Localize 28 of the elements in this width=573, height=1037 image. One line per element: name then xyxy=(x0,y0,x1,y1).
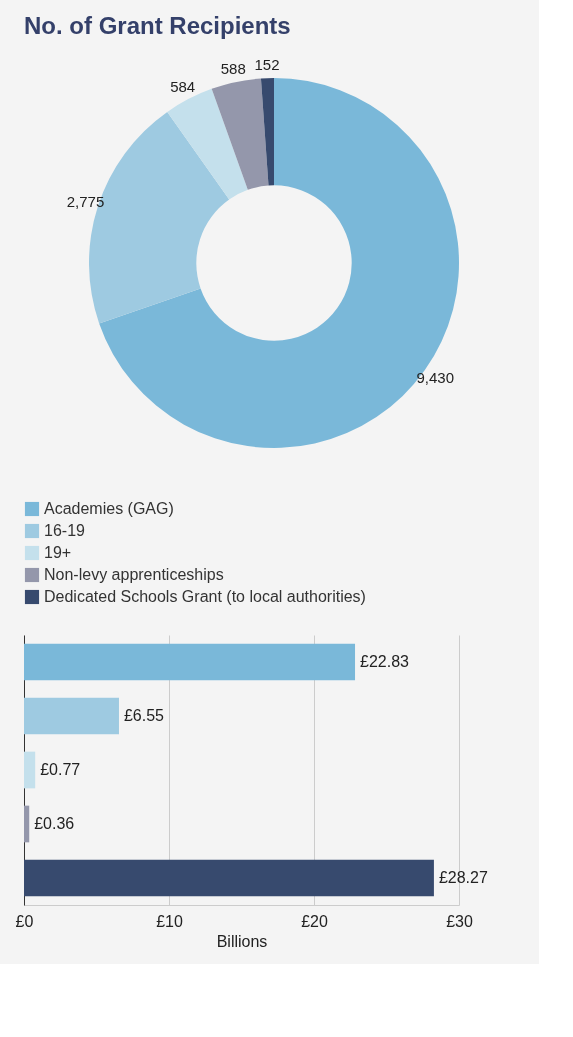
legend-label: 19+ xyxy=(44,544,72,561)
chart-title: No. of Grant Recipients xyxy=(24,12,291,39)
data-label: £0.36 xyxy=(34,815,75,832)
bar xyxy=(24,643,356,681)
legend-label: Academies (GAG) xyxy=(44,500,174,517)
data-label: £28.27 xyxy=(438,869,488,886)
x-tick-label: £30 xyxy=(446,912,473,930)
data-label: 152 xyxy=(254,56,280,74)
legend-label: Non-levy apprenticeships xyxy=(44,566,224,583)
data-label: 9,430 xyxy=(416,368,455,386)
bar xyxy=(24,859,434,897)
legend-label: Dedicated Schools Grant (to local authorities) xyxy=(44,588,366,605)
legend-label: 16-19 xyxy=(44,522,86,539)
x-tick-label: £0 xyxy=(15,912,34,930)
data-label: 584 xyxy=(170,78,196,96)
x-tick-label: £20 xyxy=(301,912,328,930)
x-tick-label: £10 xyxy=(156,912,183,930)
data-label: 2,775 xyxy=(66,193,105,211)
data-label: £6.55 xyxy=(123,707,165,724)
data-label: 588 xyxy=(220,60,246,78)
x-axis-title: Billions xyxy=(216,932,268,950)
bar xyxy=(24,751,36,789)
bar xyxy=(24,697,119,735)
donut-slice xyxy=(211,78,269,190)
donut-slice xyxy=(260,78,274,186)
bar xyxy=(24,805,30,843)
data-label: £0.77 xyxy=(40,761,81,778)
data-label: £22.83 xyxy=(360,653,410,670)
